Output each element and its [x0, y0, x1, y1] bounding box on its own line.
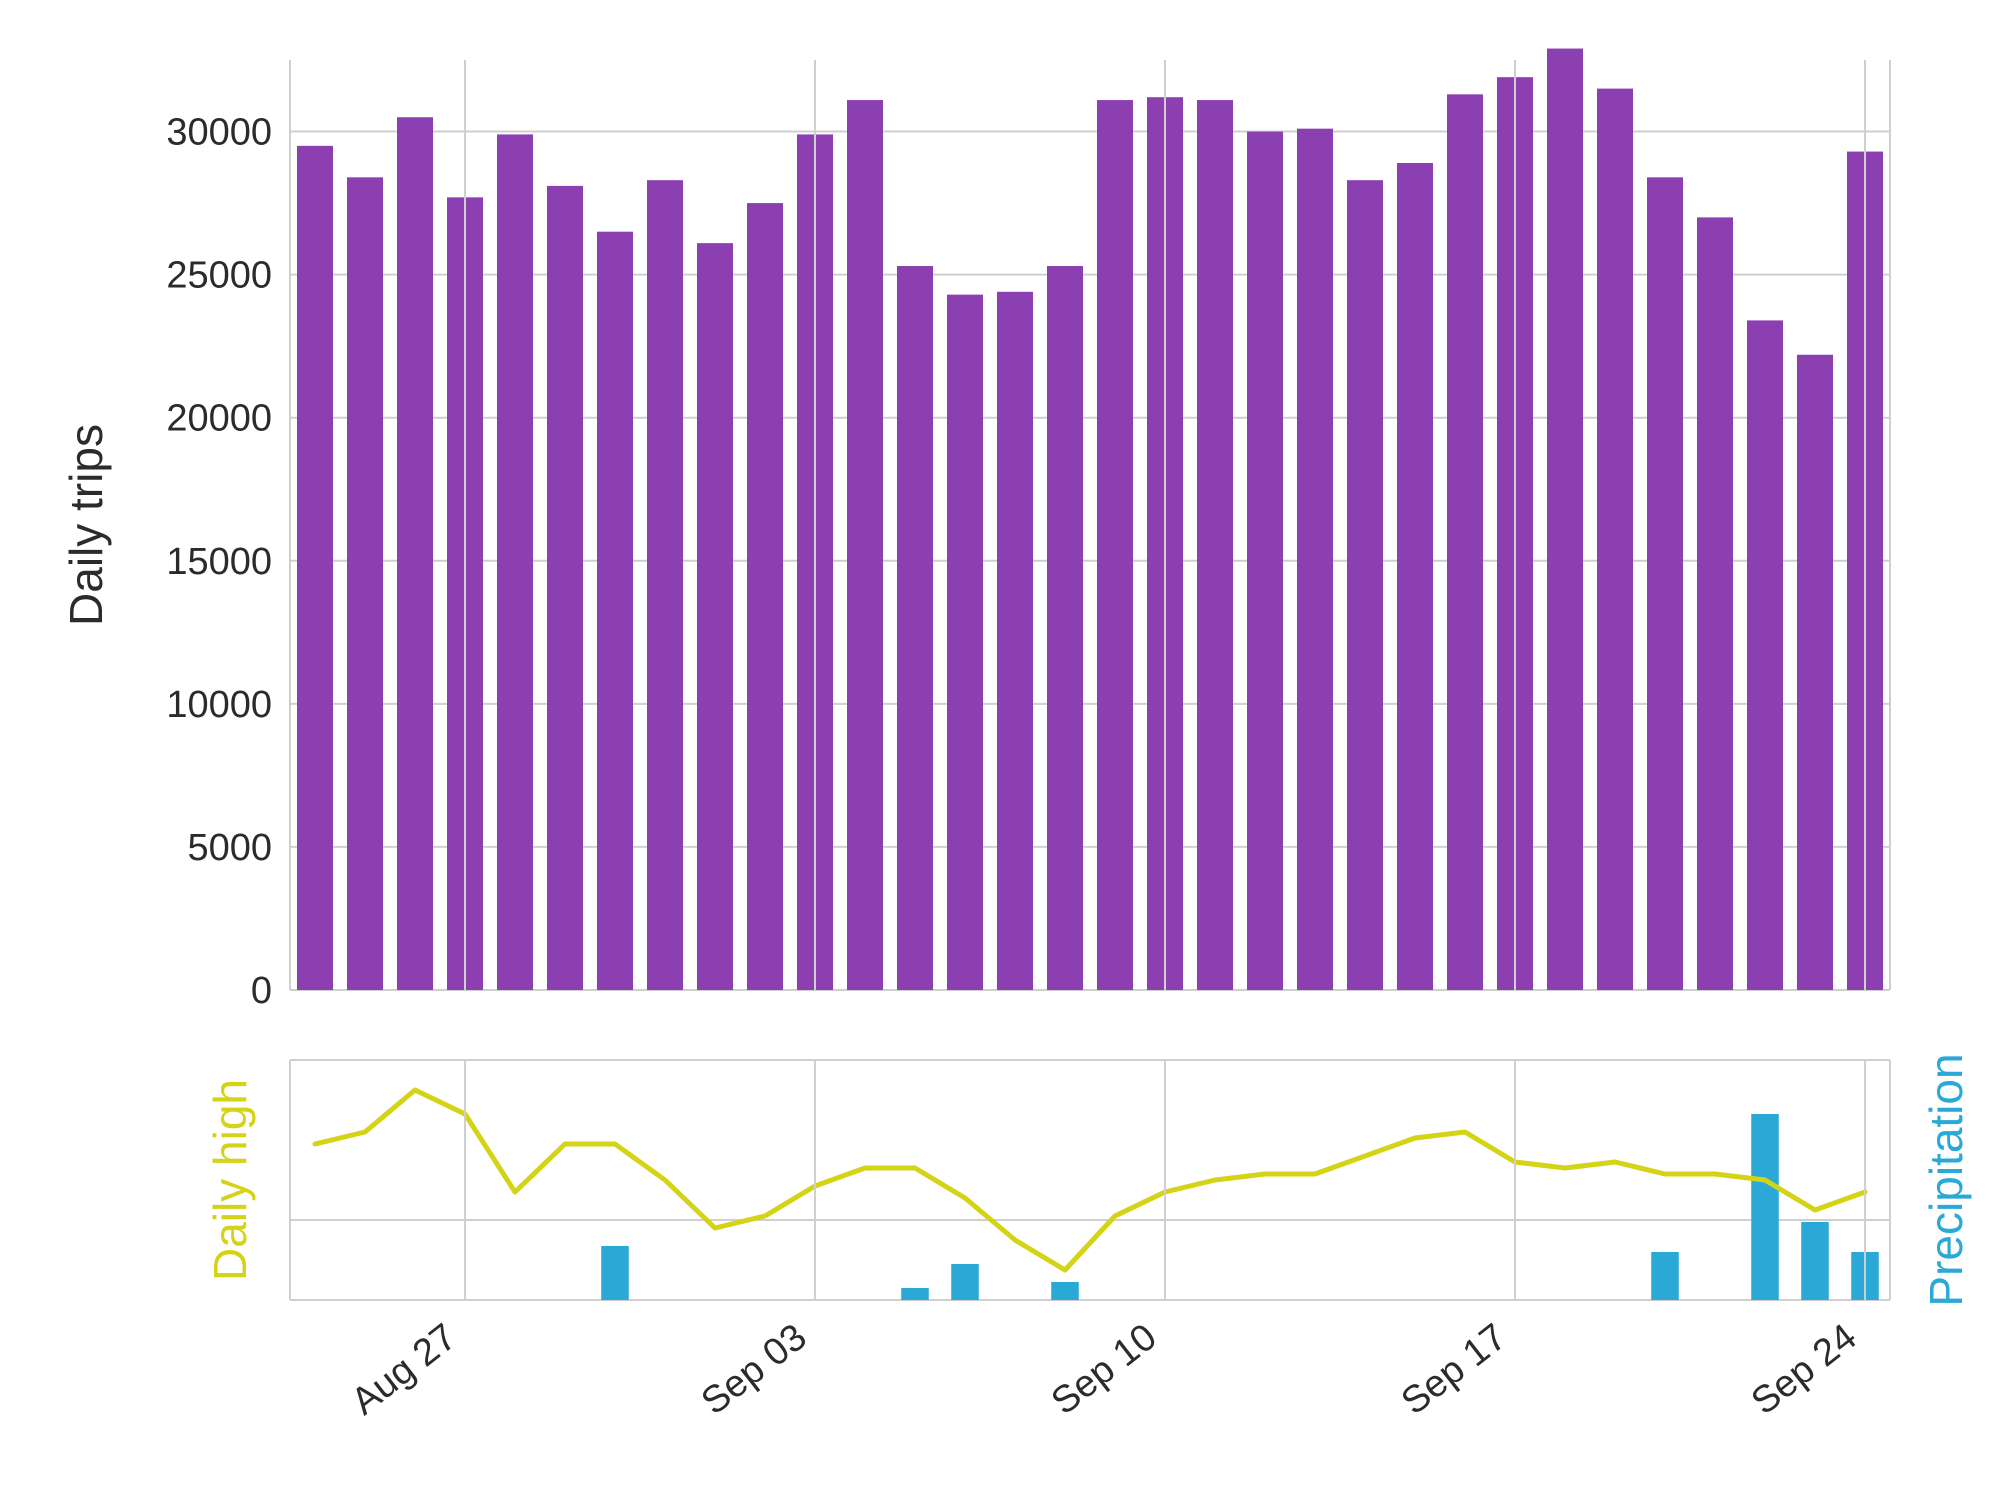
xtick-label: Sep 10 — [1044, 1316, 1165, 1423]
trips-bar — [297, 146, 333, 990]
ytick-label-trips: 25000 — [166, 255, 272, 297]
precip-bar — [1651, 1252, 1679, 1300]
trips-bar — [1247, 132, 1283, 990]
ytick-label-trips: 0 — [251, 970, 272, 1012]
ylabel-trips: Daily trips — [60, 424, 112, 626]
temp-line — [315, 1090, 1865, 1270]
trips-bar — [547, 186, 583, 990]
trips-bar — [1347, 180, 1383, 990]
trips-bar — [897, 266, 933, 990]
trips-bar — [597, 232, 633, 990]
precip-bar — [1801, 1222, 1829, 1300]
precip-bar — [601, 1246, 629, 1300]
xtick-label: Aug 27 — [344, 1316, 465, 1423]
chart-container: 0 5000 10000 15000 20000 25000 30000 Daily trip… — [0, 0, 2000, 1500]
trips-bar — [647, 180, 683, 990]
trips-bar — [497, 134, 533, 990]
trips-bar — [847, 100, 883, 990]
trips-bar — [1747, 320, 1783, 990]
ytick-label-trips: 30000 — [166, 112, 272, 154]
ylabel-precipitation: Precipitation — [1920, 1053, 1972, 1306]
trips-bar — [1097, 100, 1133, 990]
trips-bar — [347, 177, 383, 990]
xtick-label: Sep 03 — [694, 1316, 815, 1423]
ytick-label-trips: 10000 — [166, 684, 272, 726]
ytick-label-trips: 20000 — [166, 398, 272, 440]
trips-bar — [1797, 355, 1833, 990]
xtick-label: Sep 24 — [1744, 1316, 1865, 1423]
ytick-label-trips: 5000 — [187, 827, 272, 869]
precip-bar — [901, 1288, 929, 1300]
chart-svg: 0 5000 10000 15000 20000 25000 30000 Daily trip… — [0, 0, 2000, 1500]
trips-bar — [1447, 94, 1483, 990]
ytick-label-trips: 15000 — [166, 541, 272, 583]
ylabel-daily-high: Daily high — [204, 1079, 256, 1281]
trips-bar — [1397, 163, 1433, 990]
trips-bar — [747, 203, 783, 990]
trips-bar — [1647, 177, 1683, 990]
trips-bar — [1297, 129, 1333, 990]
precip-bar — [1751, 1114, 1779, 1300]
trips-bar — [1547, 49, 1583, 990]
precip-bar — [1051, 1282, 1079, 1300]
trips-bar — [947, 295, 983, 990]
trips-bar — [997, 292, 1033, 990]
precip-bar — [951, 1264, 979, 1300]
trips-bar — [1197, 100, 1233, 990]
trips-bar — [1597, 89, 1633, 990]
trips-bar — [697, 243, 733, 990]
xtick-label: Sep 17 — [1394, 1316, 1515, 1423]
trips-bar — [397, 117, 433, 990]
trips-bar — [1047, 266, 1083, 990]
trips-bar — [1697, 217, 1733, 990]
